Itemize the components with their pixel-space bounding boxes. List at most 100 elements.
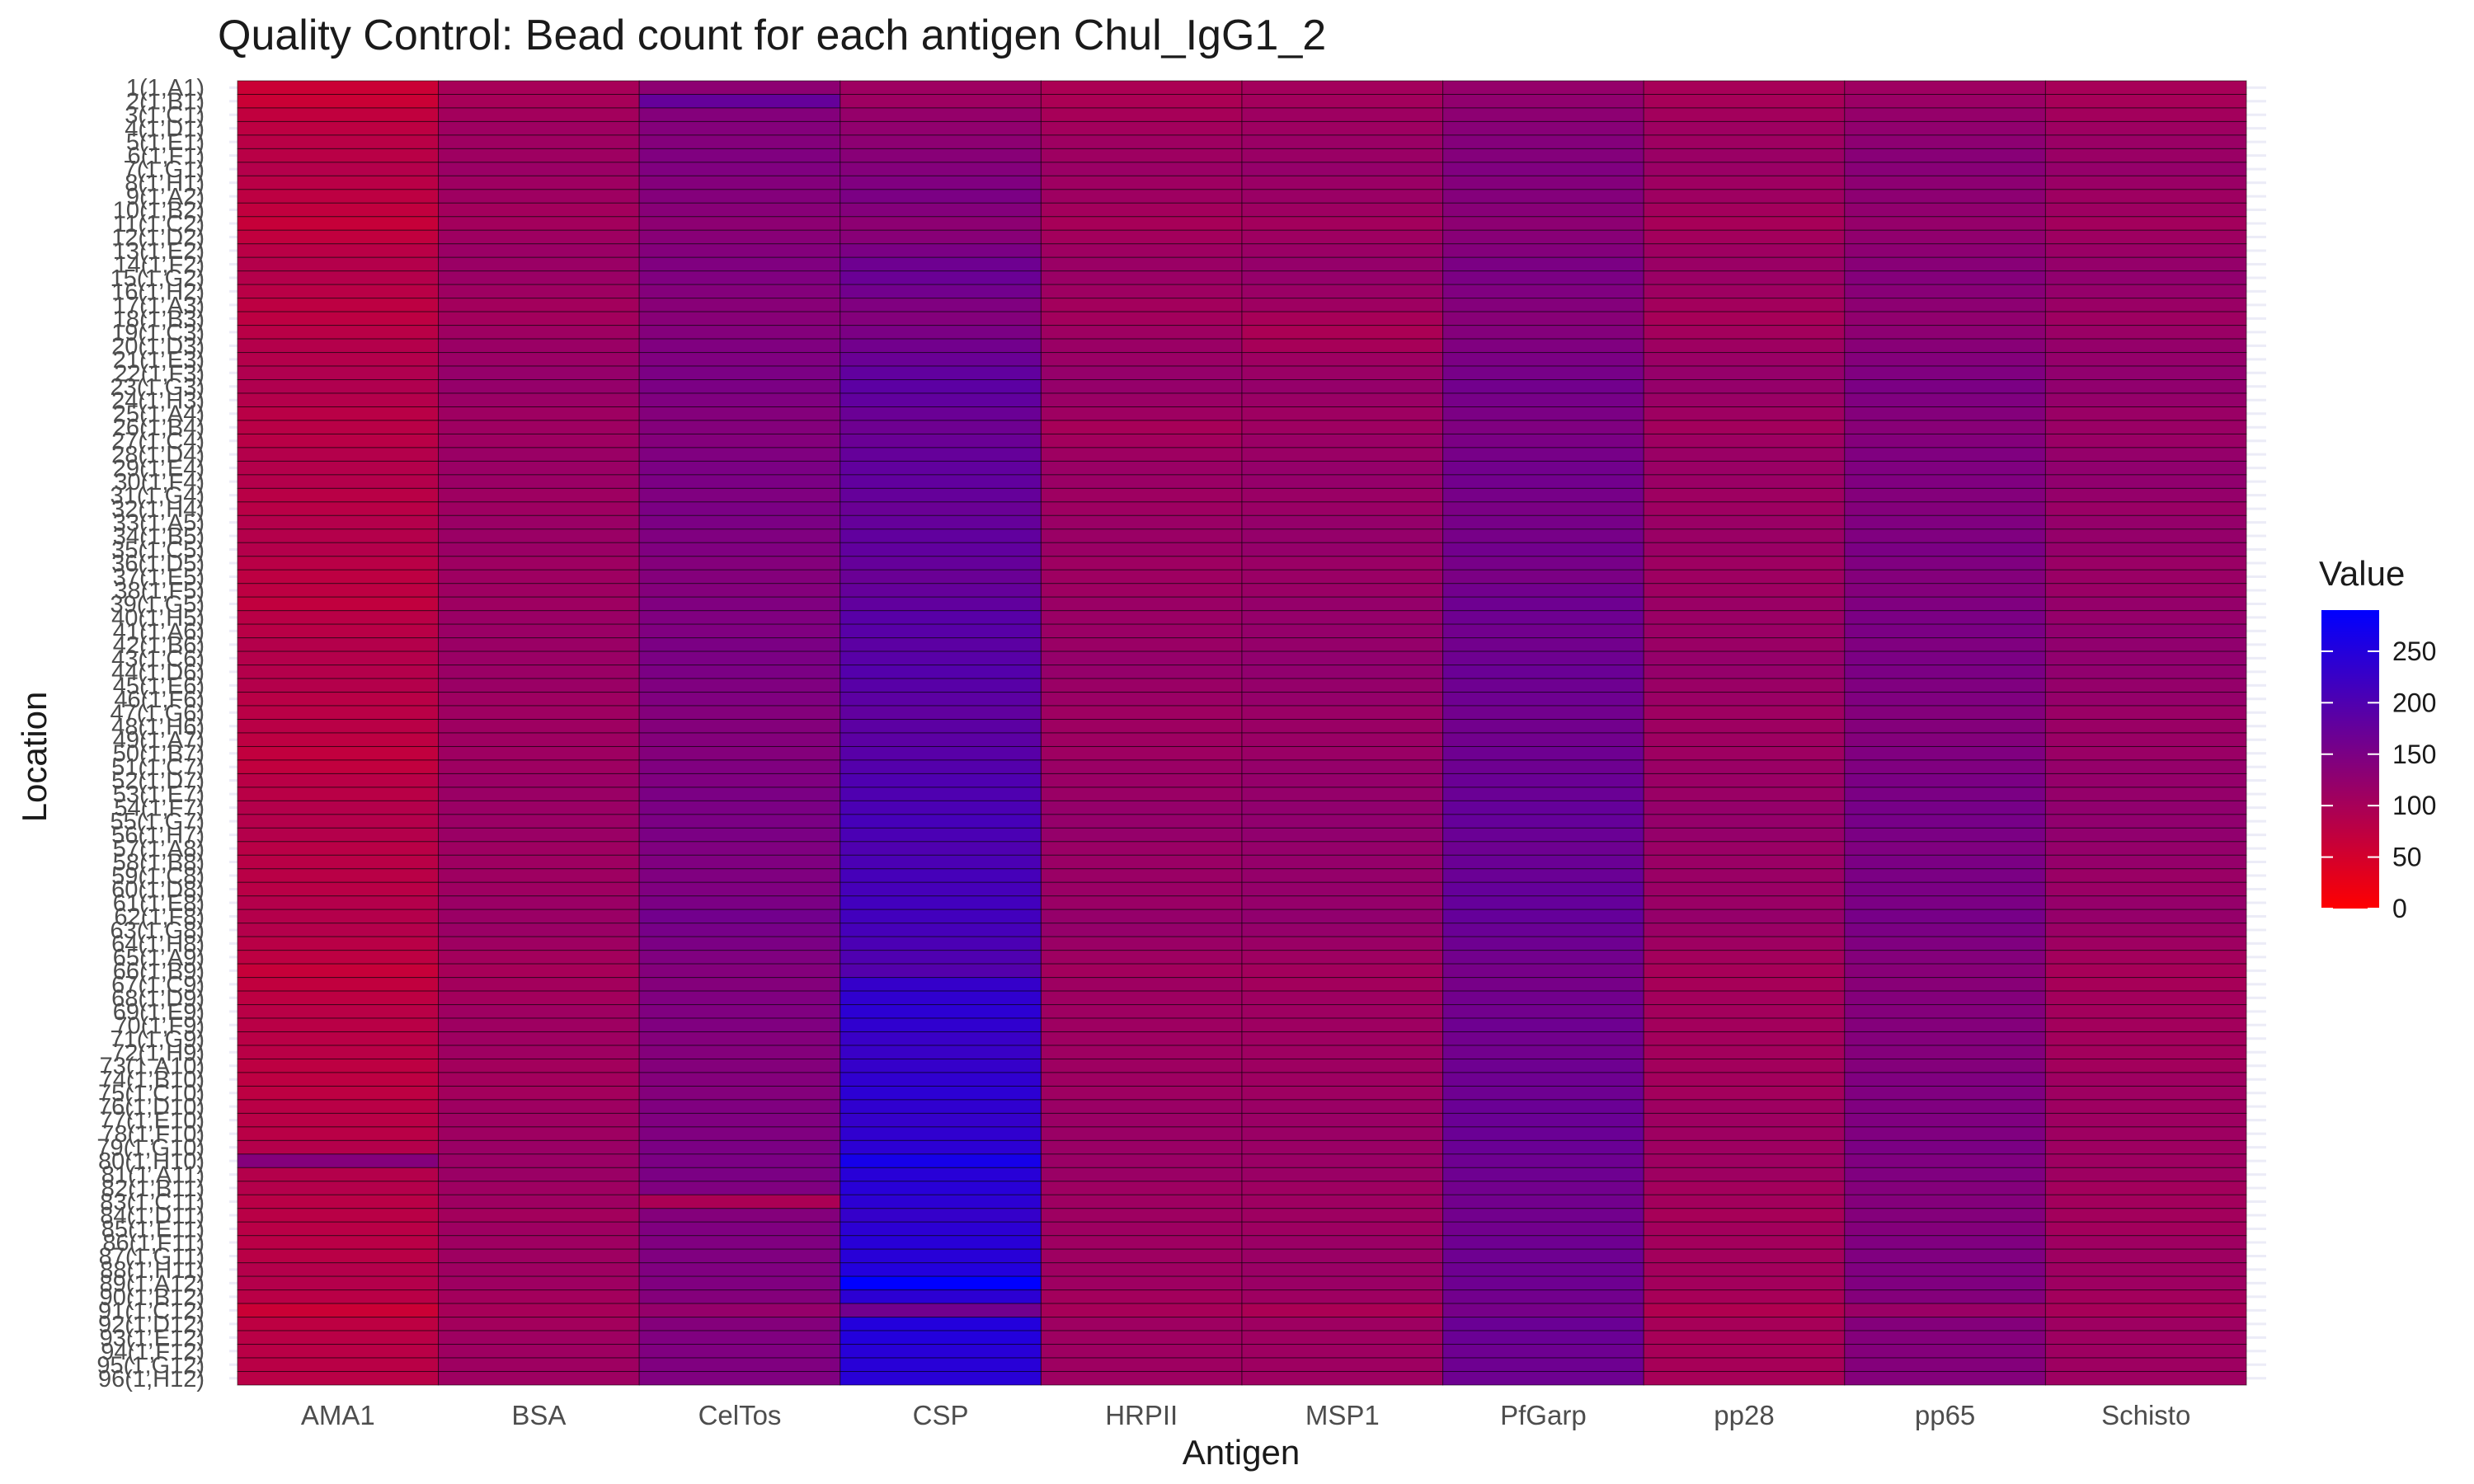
- heatmap-cell: 51(1,C7) / PfGarp: 165: [1442, 759, 1644, 774]
- heatmap-cell: 16(1,H2) / pp28: 110: [1643, 284, 1846, 299]
- heatmap-cell: 67(1,C9) / CSP: 230: [840, 977, 1042, 992]
- heatmap-cell: 49(1,A7) / HRPII: 110: [1040, 732, 1243, 747]
- heatmap-cell: 94(1,F12) / CelTos: 145: [638, 1344, 841, 1359]
- heatmap-cell: 93(1,E12) / MSP1: 110: [1241, 1330, 1444, 1345]
- heatmap-cell: 49(1,A7) / pp65: 140: [1844, 732, 2046, 747]
- heatmap-cell: 62(1,F8) / PfGarp: 175: [1442, 909, 1644, 924]
- heatmap-cell: 25(1,A4) / pp65: 140: [1844, 406, 2046, 421]
- heatmap-cell: 95(1,G12) / PfGarp: 165: [1442, 1357, 1644, 1373]
- heatmap-cell: 93(1,E12) / BSA: 110: [438, 1330, 640, 1345]
- heatmap-cell: 53(1,E7) / HRPII: 115: [1040, 787, 1243, 801]
- heatmap-cell: 62(1,F8) / Schisto: 120: [2044, 909, 2247, 924]
- heatmap-cell: 96(1,H12) / pp28: 100: [1643, 1371, 1846, 1386]
- heatmap-cell: 37(1,E5) / pp65: 140: [1844, 569, 2046, 585]
- heatmap-cell: 59(1,C8) / Schisto: 115: [2044, 868, 2247, 883]
- heatmap-cell: 4(1,D1) / CelTos: 140: [638, 120, 841, 136]
- heatmap-cell: 75(1,C10) / Schisto: 110: [2044, 1085, 2247, 1101]
- heatmap-cell: 69(1,E9) / pp65: 140: [1844, 1004, 2046, 1019]
- y-axis-title: Location: [15, 692, 54, 823]
- y-tick-label: 90(1,B12): [100, 1284, 205, 1311]
- heatmap-cell: 29(1,E4) / CSP: 180: [840, 460, 1042, 476]
- heatmap-cell: 59(1,C8) / AMA1: 80: [237, 868, 440, 883]
- heatmap-cell: 94(1,F12) / BSA: 110: [438, 1344, 640, 1359]
- heatmap-cell: 91(1,C12) / CelTos: 120: [638, 1303, 841, 1318]
- heatmap-cell: 55(1,G7) / PfGarp: 175: [1442, 814, 1644, 829]
- y-tick-label: 42(1,B6): [113, 632, 205, 659]
- y-tick-label: 82(1,B11): [101, 1176, 205, 1202]
- heatmap-cell: 54(1,F7) / CelTos: 150: [638, 800, 841, 815]
- heatmap-cell: 39(1,G5) / HRPII: 115: [1040, 596, 1243, 612]
- heatmap-cell: 48(1,H6) / CelTos: 140: [638, 719, 841, 734]
- heatmap-cell: 8(1,H1) / Schisto: 115: [2044, 175, 2247, 190]
- y-tick-label: 19(1,C3): [111, 320, 205, 346]
- heatmap-cell: 70(1,F9) / pp28: 105: [1643, 1017, 1846, 1033]
- heatmap-cell: 83(1,C11) / AMA1: 80: [237, 1194, 440, 1209]
- heatmap-cell: 90(1,B12) / AMA1: 80: [237, 1289, 440, 1304]
- heatmap-cell: 9(1,A2) / CSP: 150: [840, 189, 1042, 204]
- heatmap-cell: 24(1,H3) / Schisto: 120: [2044, 392, 2247, 408]
- heatmap-cell: 74(1,B10) / PfGarp: 165: [1442, 1072, 1644, 1087]
- heatmap-cell: 33(1,A5) / pp65: 145: [1844, 514, 2046, 530]
- heatmap-cell: 12(1,D2) / CSP: 135: [840, 229, 1042, 245]
- heatmap-cell: 86(1,F11) / Schisto: 110: [2044, 1235, 2247, 1250]
- heatmap-cell: 35(1,C5) / CSP: 180: [840, 542, 1042, 557]
- heatmap-cell: 9(1,A2) / HRPII: 110: [1040, 189, 1243, 204]
- heatmap-cell: 20(1,D3) / CelTos: 145: [638, 338, 841, 354]
- heatmap-cell: 67(1,C9) / pp65: 135: [1844, 977, 2046, 992]
- heatmap-cell: 83(1,C11) / pp65: 140: [1844, 1194, 2046, 1209]
- heatmap-cell: 88(1,H11) / CelTos: 145: [638, 1262, 841, 1277]
- heatmap-cell: 49(1,A7) / pp28: 110: [1643, 732, 1846, 747]
- heatmap-cell: 37(1,E5) / AMA1: 75: [237, 569, 440, 585]
- heatmap-cell: 38(1,F5) / MSP1: 115: [1241, 583, 1444, 598]
- heatmap-cell: 71(1,G9) / Schisto: 105: [2044, 1031, 2247, 1046]
- heatmap-cell: 89(1,A12) / BSA: 110: [438, 1275, 640, 1291]
- heatmap-cell: 39(1,G5) / CelTos: 145: [638, 596, 841, 612]
- heatmap-cell: 42(1,B6) / pp28: 115: [1643, 637, 1846, 652]
- heatmap-cell: 53(1,E7) / pp65: 150: [1844, 787, 2046, 801]
- heatmap-cell: 50(1,B7) / MSP1: 115: [1241, 745, 1444, 761]
- heatmap-cell: 68(1,D9) / Schisto: 105: [2044, 990, 2247, 1006]
- heatmap-cell: 31(1,G4) / pp65: 140: [1844, 487, 2046, 503]
- heatmap-cell: 42(1,B6) / AMA1: 85: [237, 637, 440, 652]
- heatmap-cell: 82(1,B11) / MSP1: 110: [1241, 1181, 1444, 1195]
- heatmap-cell: 33(1,A5) / PfGarp: 155: [1442, 514, 1644, 530]
- heatmap-cell: 51(1,C7) / pp65: 145: [1844, 759, 2046, 774]
- heatmap-cell: 14(1,F2) / HRPII: 115: [1040, 256, 1243, 272]
- heatmap-cell: 47(1,G6) / PfGarp: 160: [1442, 705, 1644, 721]
- heatmap-cell: 89(1,A12) / HRPII: 110: [1040, 1275, 1243, 1291]
- heatmap-cell: 10(1,B2) / PfGarp: 135: [1442, 202, 1644, 218]
- heatmap-cell: 74(1,B10) / CSP: 235: [840, 1072, 1042, 1087]
- heatmap-cell: 7(1,G1) / pp65: 135: [1844, 162, 2046, 176]
- heatmap-cell: 54(1,F7) / MSP1: 125: [1241, 800, 1444, 815]
- y-tick-label: 33(1,A5): [113, 510, 205, 537]
- y-tick-label: 56(1,H7): [111, 823, 205, 849]
- heatmap-cell: 23(1,G3) / Schisto: 125: [2044, 379, 2247, 394]
- heatmap-cell: 71(1,G9) / HRPII: 110: [1040, 1031, 1243, 1046]
- x-tick-label: AMA1: [301, 1400, 375, 1430]
- heatmap-cell: 92(1,D12) / CSP: 250: [840, 1317, 1042, 1331]
- heatmap-cell: 70(1,F9) / PfGarp: 165: [1442, 1017, 1644, 1033]
- heatmap-cell: 50(1,B7) / Schisto: 115: [2044, 745, 2247, 761]
- heatmap-cell: 8(1,H1) / CelTos: 140: [638, 175, 841, 190]
- heatmap-cell: 61(1,E8) / BSA: 115: [438, 895, 640, 910]
- heatmap-cell: 1(1,A1) / CSP: 110: [840, 80, 1042, 95]
- heatmap-cell: 72(1,H9) / Schisto: 105: [2044, 1045, 2247, 1060]
- heatmap-cell: 74(1,B10) / BSA: 105: [438, 1072, 640, 1087]
- heatmap-cell: 20(1,D3) / CSP: 160: [840, 338, 1042, 354]
- heatmap-cell: 69(1,E9) / CelTos: 145: [638, 1004, 841, 1019]
- heatmap-cell: 14(1,F2) / BSA: 115: [438, 256, 640, 272]
- heatmap-cell: 11(1,C2) / AMA1: 65: [237, 216, 440, 231]
- y-tick-label: 22(1,F3): [114, 360, 205, 387]
- heatmap-cell: 40(1,H5) / CSP: 190: [840, 610, 1042, 625]
- heatmap-cell: 34(1,B5) / Schisto: 120: [2044, 528, 2247, 543]
- heatmap-cell: 4(1,D1) / CSP: 125: [840, 120, 1042, 136]
- y-tick-label: 94(1,F12): [101, 1339, 205, 1365]
- heatmap-cell: 80(1,H10) / BSA: 115: [438, 1153, 640, 1168]
- heatmap-cell: 93(1,E12) / CSP: 250: [840, 1330, 1042, 1345]
- heatmap-cell: 47(1,G6) / BSA: 110: [438, 705, 640, 721]
- heatmap-cell: 27(1,C4) / MSP1: 115: [1241, 433, 1444, 448]
- heatmap-cell: 85(1,E11) / Schisto: 105: [2044, 1221, 2247, 1237]
- heatmap-cell: 59(1,C8) / pp65: 150: [1844, 868, 2046, 883]
- heatmap-cell: 92(1,D12) / MSP1: 110: [1241, 1317, 1444, 1331]
- heatmap-cell: 28(1,D4) / MSP1: 115: [1241, 447, 1444, 462]
